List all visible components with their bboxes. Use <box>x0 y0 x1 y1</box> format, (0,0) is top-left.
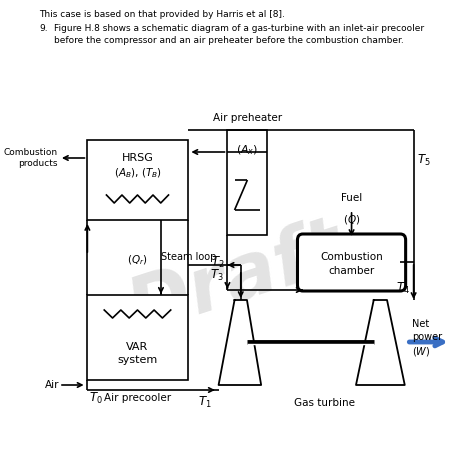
FancyBboxPatch shape <box>298 234 406 291</box>
Text: Steam loop: Steam loop <box>161 252 216 262</box>
Text: Combustion
products: Combustion products <box>3 148 57 168</box>
Text: $T_0$: $T_0$ <box>89 391 103 405</box>
Text: $(A_x)$: $(A_x)$ <box>236 143 258 157</box>
Text: before the compressor and an air preheater before the combustion chamber.: before the compressor and an air preheat… <box>54 36 403 45</box>
Text: Air preheater: Air preheater <box>213 113 282 123</box>
Text: Draft: Draft <box>119 211 354 350</box>
Text: Figure H.8 shows a schematic diagram of a gas-turbine with an inlet-air precoole: Figure H.8 shows a schematic diagram of … <box>54 24 424 33</box>
Text: Net: Net <box>412 319 429 329</box>
Text: $T_4$: $T_4$ <box>396 280 410 296</box>
Text: $(Q_r)$: $(Q_r)$ <box>127 253 148 267</box>
Text: This case is based on that provided by Harris et al [8].: This case is based on that provided by H… <box>39 10 285 19</box>
Text: Air: Air <box>45 380 59 390</box>
Text: chamber: chamber <box>328 266 374 275</box>
Polygon shape <box>356 300 405 385</box>
Text: $(W)$: $(W)$ <box>412 346 430 359</box>
Text: HRSG: HRSG <box>121 153 154 163</box>
Text: Combustion: Combustion <box>320 252 383 262</box>
Bar <box>87 140 188 220</box>
Bar <box>87 295 188 380</box>
Text: 9.: 9. <box>39 24 48 33</box>
Text: $(Q)$: $(Q)$ <box>343 213 360 226</box>
Text: system: system <box>118 355 157 365</box>
Bar <box>228 130 267 235</box>
Text: Fuel: Fuel <box>341 193 362 203</box>
Text: power: power <box>412 332 442 342</box>
Text: Air precooler: Air precooler <box>104 393 171 403</box>
Text: $(A_B)$, $(T_B)$: $(A_B)$, $(T_B)$ <box>114 166 162 180</box>
Text: $T_5$: $T_5$ <box>417 153 431 167</box>
Text: $T_2$: $T_2$ <box>211 254 225 270</box>
Text: $T_3$: $T_3$ <box>210 267 224 283</box>
Polygon shape <box>219 300 261 385</box>
Text: Gas turbine: Gas turbine <box>294 398 356 408</box>
Text: VAR: VAR <box>127 342 149 352</box>
Text: $T_1$: $T_1$ <box>199 395 212 410</box>
